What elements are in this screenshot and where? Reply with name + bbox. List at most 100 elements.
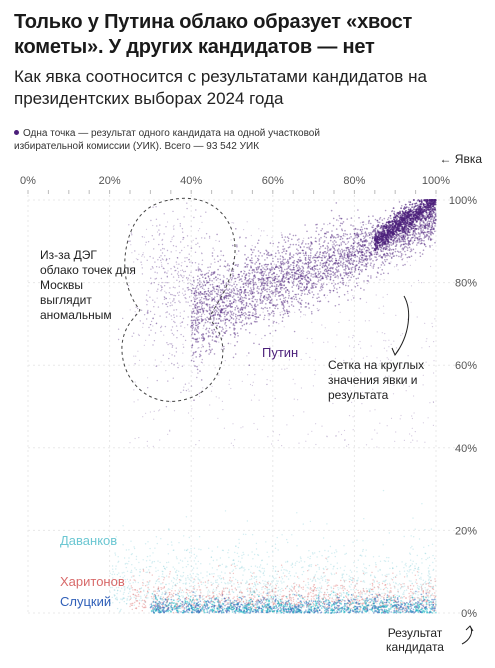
putin-point xyxy=(252,312,254,314)
putin-point xyxy=(255,334,257,336)
putin-point xyxy=(199,302,201,304)
putin-point xyxy=(410,441,412,443)
putin-point xyxy=(143,314,146,316)
putin-point xyxy=(189,279,191,281)
putin-point xyxy=(267,293,270,296)
putin-point xyxy=(415,220,418,223)
putin-point xyxy=(296,269,299,272)
putin-point xyxy=(232,445,234,447)
putin-point xyxy=(220,298,223,301)
putin-point xyxy=(252,308,255,310)
putin-point xyxy=(431,223,434,225)
putin-point xyxy=(233,328,235,330)
putin-point xyxy=(340,260,342,263)
putin-point xyxy=(144,244,147,246)
putin-point xyxy=(433,216,435,218)
putin-point xyxy=(146,445,148,447)
putin-point xyxy=(374,256,376,258)
putin-point xyxy=(254,374,256,376)
putin-point xyxy=(209,351,212,354)
putin-point xyxy=(276,289,278,291)
putin-point xyxy=(423,231,426,233)
putin-point xyxy=(264,283,266,285)
putin-point xyxy=(192,357,194,359)
putin-point xyxy=(225,329,228,332)
putin-point xyxy=(157,283,160,286)
putin-point xyxy=(332,251,335,254)
putin-point xyxy=(219,288,222,291)
putin-point xyxy=(349,263,352,266)
putin-point xyxy=(340,254,343,257)
putin-point xyxy=(202,387,204,389)
putin-point xyxy=(232,356,235,359)
putin-point xyxy=(250,289,253,291)
putin-point xyxy=(296,283,299,286)
putin-point xyxy=(234,264,237,267)
putin-point xyxy=(263,318,265,321)
putin-point xyxy=(248,282,251,285)
putin-point xyxy=(195,237,197,240)
putin-point xyxy=(137,333,140,335)
putin-point xyxy=(243,292,245,295)
putin-point xyxy=(197,323,199,326)
putin-point xyxy=(385,247,388,249)
putin-point xyxy=(348,415,351,417)
putin-point xyxy=(270,302,273,304)
putin-point xyxy=(421,214,424,217)
putin-point xyxy=(314,272,316,274)
putin-point xyxy=(268,318,270,321)
putin-point xyxy=(240,302,243,305)
putin-point xyxy=(350,236,352,238)
putin-point xyxy=(219,326,221,328)
putin-point xyxy=(234,299,236,301)
putin-point xyxy=(421,253,424,255)
putin-point xyxy=(412,199,415,201)
putin-point xyxy=(195,289,197,292)
putin-point xyxy=(314,262,316,264)
putin-point xyxy=(196,330,199,333)
putin-point xyxy=(191,344,194,346)
putin-point xyxy=(274,282,276,284)
putin-point xyxy=(337,233,339,236)
putin-point xyxy=(356,264,358,267)
putin-point xyxy=(184,260,186,263)
putin-point xyxy=(344,265,347,268)
putin-point xyxy=(147,377,149,379)
putin-point xyxy=(303,286,306,289)
putin-point xyxy=(319,264,322,267)
putin-point xyxy=(199,308,202,311)
putin-point xyxy=(360,226,363,228)
putin-point xyxy=(266,288,269,290)
putin-point xyxy=(368,234,371,236)
putin-point xyxy=(182,343,184,345)
putin-point xyxy=(203,337,205,339)
putin-point xyxy=(299,246,302,248)
putin-point xyxy=(199,395,201,398)
putin-point xyxy=(314,284,316,286)
putin-point xyxy=(242,307,245,309)
putin-point xyxy=(332,279,335,282)
putin-point xyxy=(260,272,262,274)
putin-point xyxy=(224,315,226,318)
putin-point xyxy=(313,267,316,270)
putin-point xyxy=(174,321,176,324)
putin-point xyxy=(406,221,409,223)
putin-point xyxy=(161,281,163,284)
putin-point xyxy=(318,296,320,299)
putin-point xyxy=(203,274,206,276)
putin-point xyxy=(166,311,168,313)
putin-point xyxy=(287,315,290,317)
putin-point xyxy=(362,235,365,238)
putin-point xyxy=(399,232,401,235)
putin-point xyxy=(295,243,297,246)
putin-point xyxy=(305,279,307,281)
putin-point xyxy=(371,238,374,240)
putin-point xyxy=(376,219,379,222)
putin-point xyxy=(313,265,316,267)
putin-point xyxy=(379,227,382,229)
putin-point xyxy=(387,218,389,221)
putin-point xyxy=(376,251,379,254)
putin-point xyxy=(322,245,324,247)
putin-point xyxy=(419,223,421,225)
putin-point xyxy=(336,288,338,290)
